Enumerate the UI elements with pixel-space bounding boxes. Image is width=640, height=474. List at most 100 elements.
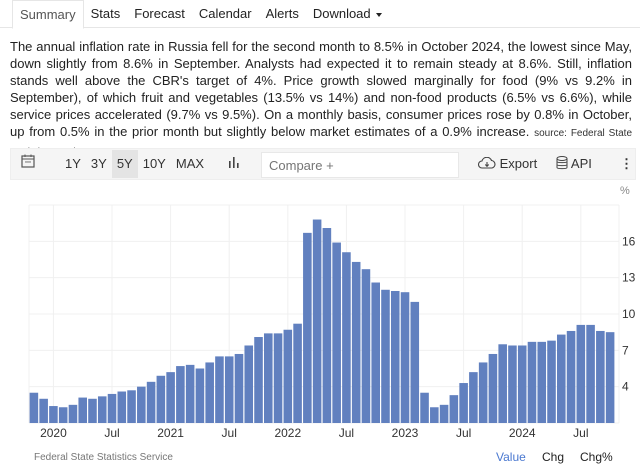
bar bbox=[557, 334, 566, 423]
tab-forecast[interactable]: Forecast bbox=[134, 6, 185, 21]
range-3y[interactable]: 3Y bbox=[90, 156, 107, 171]
bar bbox=[29, 392, 39, 423]
bar bbox=[303, 232, 312, 423]
view-chg[interactable]: Chg bbox=[542, 450, 565, 464]
bar bbox=[605, 332, 615, 423]
bar bbox=[156, 375, 166, 423]
bar bbox=[508, 345, 517, 423]
export-label: Export bbox=[499, 156, 538, 171]
y-unit-label: % bbox=[620, 185, 630, 197]
range-1y[interactable]: 1Y bbox=[65, 156, 81, 171]
bar bbox=[449, 395, 459, 423]
bar bbox=[547, 340, 556, 423]
bar bbox=[224, 356, 234, 423]
bar bbox=[78, 397, 87, 423]
tab-alerts[interactable]: Alerts bbox=[265, 6, 299, 21]
bar bbox=[576, 324, 586, 423]
view-chg-pct[interactable]: Chg% bbox=[580, 450, 613, 464]
bar bbox=[88, 398, 97, 423]
download-label: Download bbox=[312, 6, 371, 21]
bar bbox=[185, 364, 195, 423]
tab-stats[interactable]: Stats bbox=[90, 6, 121, 21]
bar bbox=[498, 344, 507, 423]
bar bbox=[517, 345, 527, 423]
api-button[interactable]: API bbox=[551, 150, 597, 178]
bar bbox=[537, 341, 547, 423]
range-max[interactable]: MAX bbox=[175, 156, 205, 171]
x-tick-label: Jul bbox=[222, 426, 237, 440]
bar bbox=[400, 292, 410, 423]
x-tick-label: 2021 bbox=[157, 426, 184, 440]
bar bbox=[312, 219, 322, 423]
bar bbox=[488, 353, 498, 423]
chart-type-icon[interactable] bbox=[223, 150, 245, 178]
bar bbox=[420, 392, 429, 423]
x-tick-label: 2022 bbox=[274, 426, 301, 440]
bar bbox=[97, 396, 107, 423]
tab-summary[interactable]: Summary bbox=[12, 0, 84, 29]
bar bbox=[264, 333, 273, 423]
bar bbox=[293, 323, 302, 423]
tab-download[interactable]: Download bbox=[306, 0, 389, 28]
y-tick-label: 10 bbox=[622, 307, 636, 321]
database-icon bbox=[556, 156, 568, 170]
bar bbox=[244, 345, 254, 423]
x-tick-label: 2020 bbox=[40, 426, 67, 440]
api-label: API bbox=[570, 156, 592, 171]
bar bbox=[390, 290, 400, 423]
bar bbox=[273, 333, 283, 423]
y-tick-label: 7 bbox=[622, 343, 629, 357]
range-5y[interactable]: 5Y bbox=[111, 150, 138, 178]
x-tick-label: 2023 bbox=[392, 426, 419, 440]
bar bbox=[146, 381, 156, 423]
inflation-bar-chart: 4 7 10 13 16% 2020 Jul 2021 Jul 2022 Jul 2023 Jul 202… bbox=[28, 185, 636, 440]
description: The annual inflation rate in Russia fell… bbox=[10, 38, 632, 161]
bar bbox=[351, 261, 361, 423]
bar bbox=[430, 407, 439, 423]
x-tick-label: 2024 bbox=[509, 426, 536, 440]
bar bbox=[205, 362, 214, 423]
compare-input[interactable] bbox=[261, 152, 459, 178]
bar bbox=[39, 398, 48, 423]
bar bbox=[137, 386, 146, 423]
x-tick-label: Jul bbox=[456, 426, 471, 440]
bar bbox=[166, 372, 175, 423]
bar bbox=[127, 390, 136, 423]
bar bbox=[586, 324, 595, 423]
y-tick-label: 4 bbox=[622, 380, 629, 394]
chart-toolbar: 1Y 3Y 5Y 10Y MAX Export API ⋮ bbox=[10, 148, 636, 180]
bar bbox=[322, 228, 332, 423]
bar bbox=[58, 407, 68, 423]
calendar-icon[interactable] bbox=[16, 150, 40, 178]
bar bbox=[195, 368, 205, 423]
bar bbox=[596, 330, 605, 423]
tab-bar: Summary Stats Forecast Calendar Alerts D… bbox=[0, 0, 640, 29]
tab-calendar[interactable]: Calendar bbox=[198, 6, 252, 21]
x-tick-label: Jul bbox=[104, 426, 119, 440]
bar bbox=[117, 391, 127, 423]
view-value[interactable]: Value bbox=[496, 450, 526, 464]
bar bbox=[371, 282, 380, 423]
bar bbox=[332, 242, 341, 423]
bar bbox=[234, 353, 244, 423]
caret-down-icon bbox=[375, 12, 382, 17]
bar bbox=[254, 337, 263, 423]
cloud-download-icon bbox=[477, 156, 496, 169]
bar bbox=[566, 330, 576, 423]
range-10y[interactable]: 10Y bbox=[142, 156, 166, 171]
bar bbox=[215, 356, 224, 423]
export-button[interactable]: Export bbox=[473, 150, 542, 178]
bar bbox=[459, 383, 468, 423]
bar bbox=[49, 406, 58, 423]
bar bbox=[410, 301, 420, 423]
bar bbox=[68, 404, 78, 423]
footer-source: Federal State Statistics Service bbox=[34, 452, 173, 463]
x-tick-label: Jul bbox=[573, 426, 588, 440]
bar bbox=[342, 252, 351, 423]
bar bbox=[439, 404, 449, 423]
more-options-icon[interactable]: ⋮ bbox=[620, 156, 633, 171]
x-tick-label: Jul bbox=[339, 426, 354, 440]
description-text: The annual inflation rate in Russia fell… bbox=[10, 39, 632, 139]
y-tick-label: 13 bbox=[622, 271, 636, 285]
bar bbox=[469, 372, 478, 423]
